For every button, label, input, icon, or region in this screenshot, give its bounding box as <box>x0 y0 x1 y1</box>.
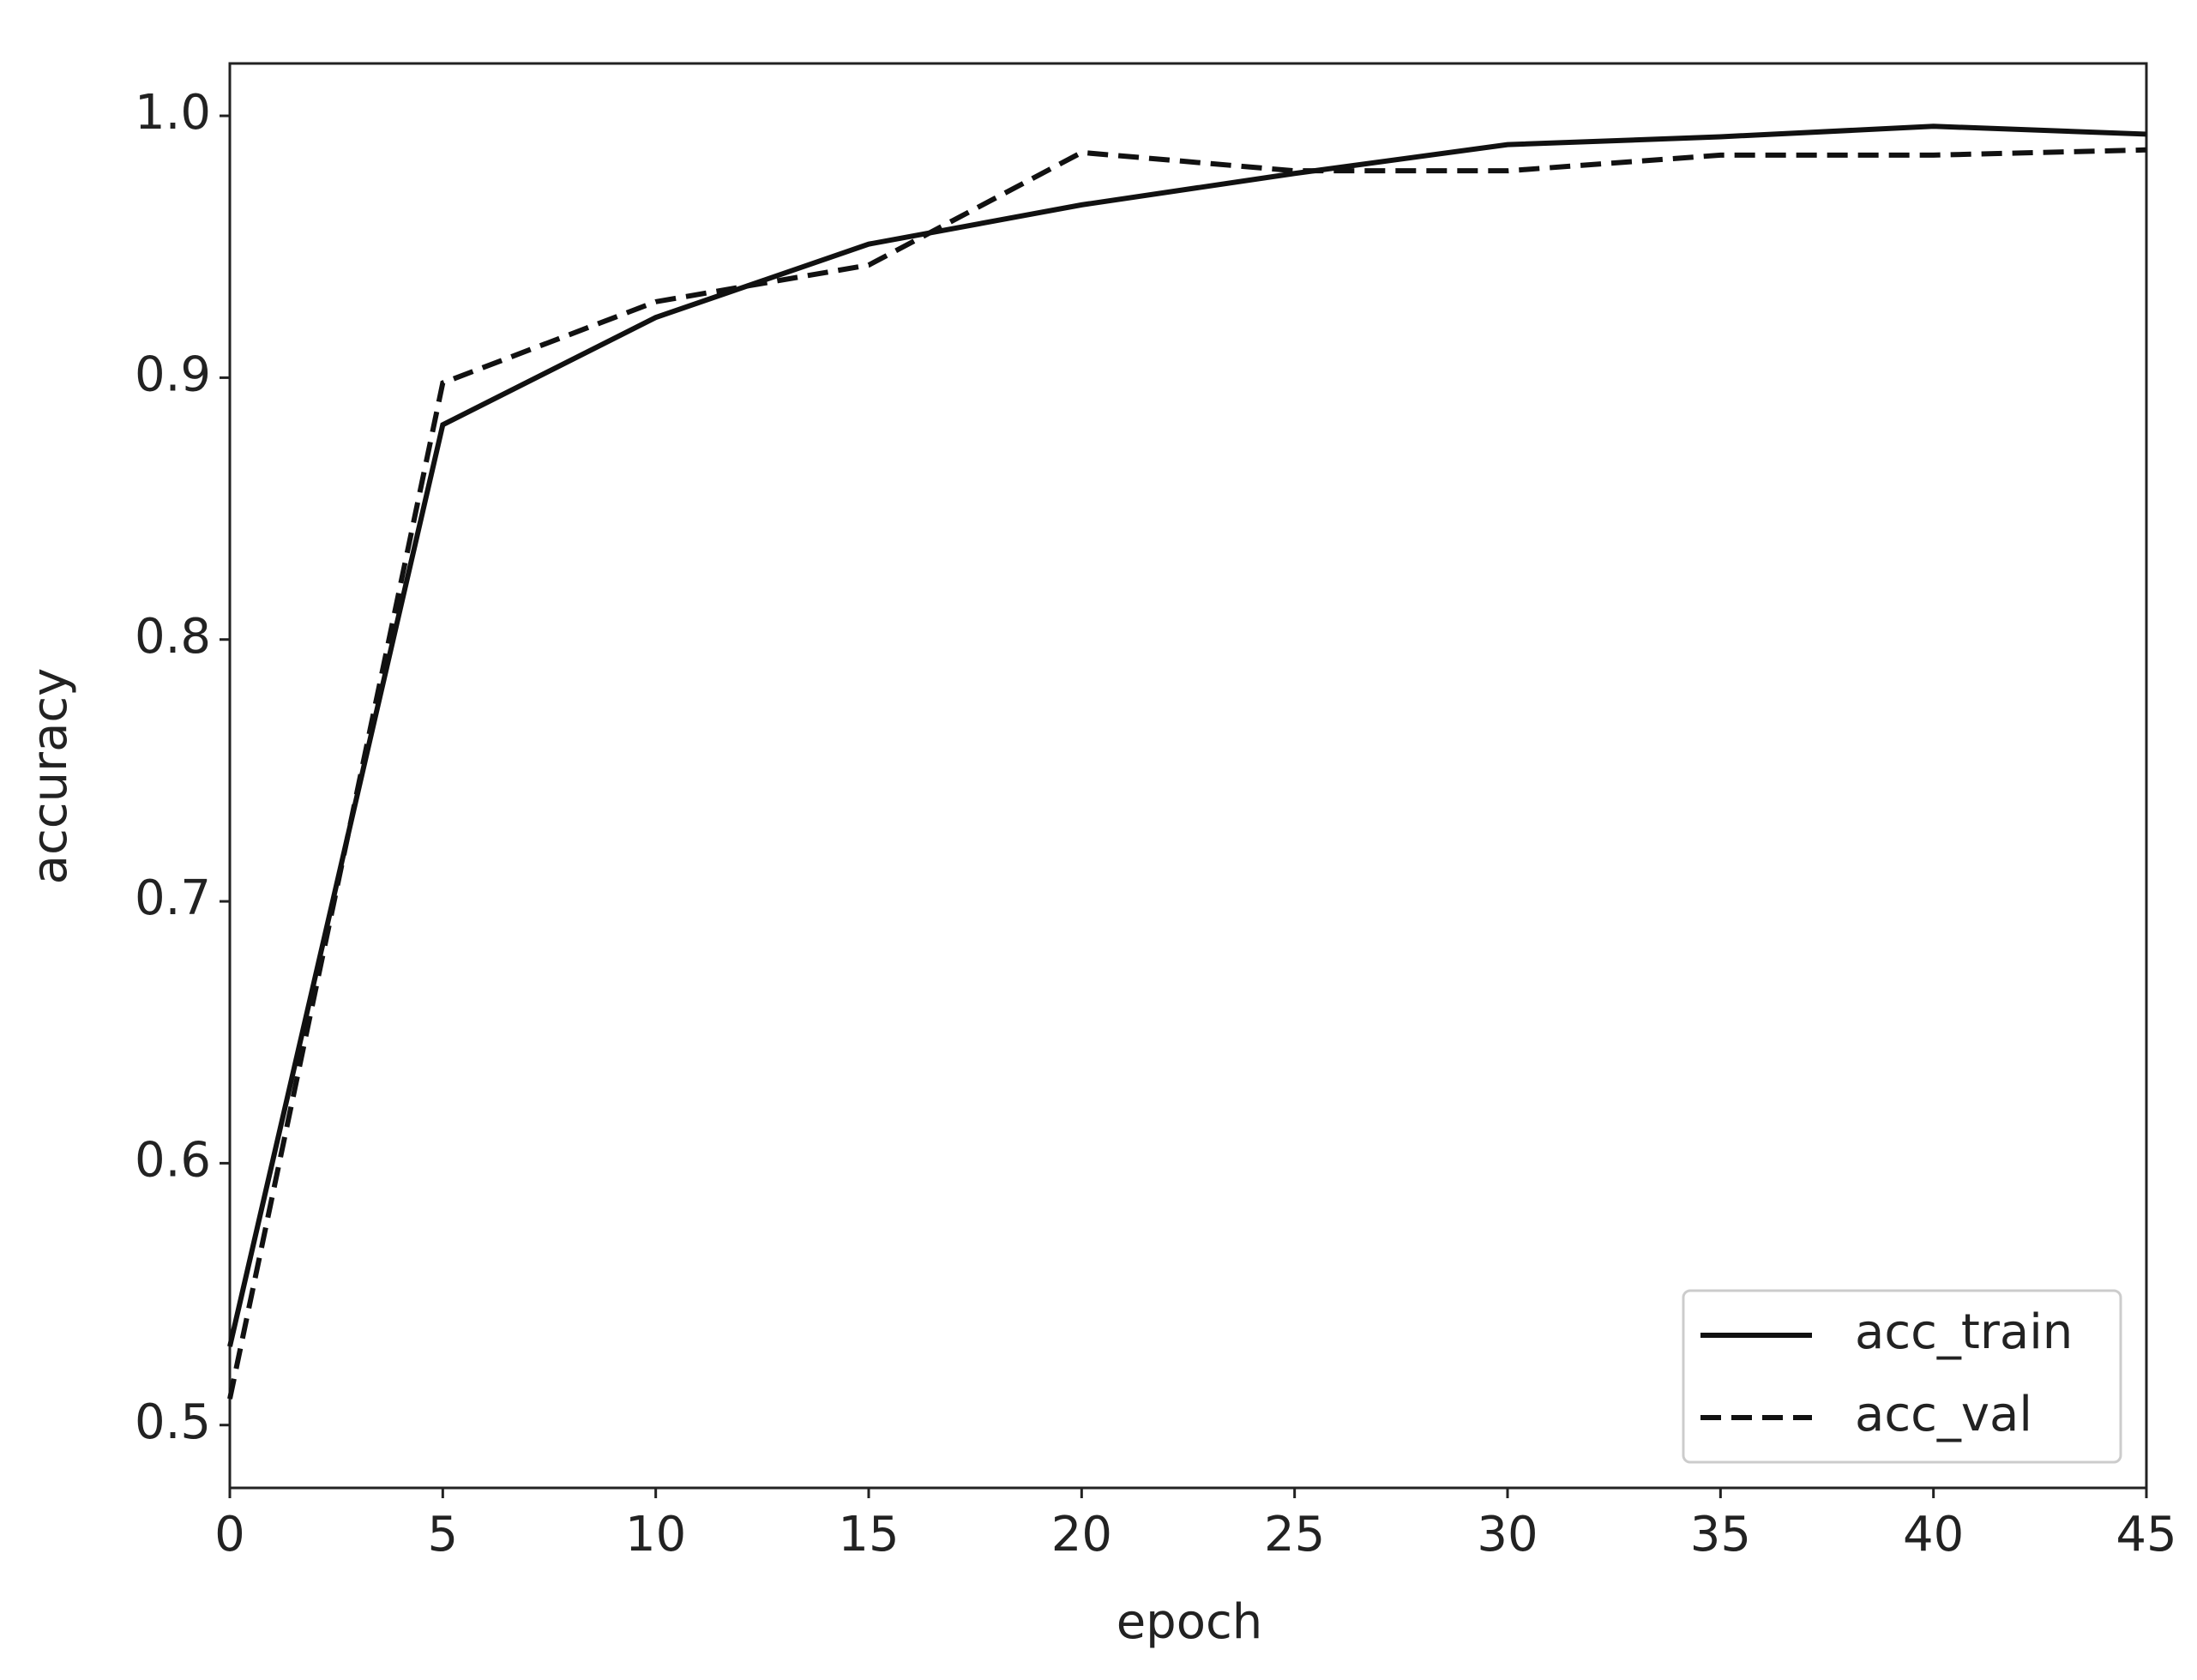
x-tick-label: 30 <box>1477 1507 1538 1563</box>
series-line <box>227 123 2147 1347</box>
plot-frame <box>228 62 2148 1490</box>
x-axis-label: epoch <box>1117 1594 1263 1650</box>
x-tick-label: 45 <box>2116 1507 2176 1563</box>
x-tick-label: 5 <box>428 1507 459 1563</box>
y-tick-label: 0.9 <box>135 347 211 403</box>
y-tick-label: 0.8 <box>135 609 211 665</box>
y-tick-label: 0.6 <box>135 1133 211 1189</box>
y-tick-label: 1.0 <box>135 85 211 141</box>
x-tick-label: 10 <box>625 1507 686 1563</box>
x-tick-label: 40 <box>1903 1507 1964 1563</box>
series-line <box>227 147 2147 1400</box>
legend-label: acc_val <box>1855 1387 2032 1442</box>
x-tick-label: 35 <box>1690 1507 1751 1563</box>
legend-label: acc_train <box>1855 1304 2073 1360</box>
y-tick-label: 0.5 <box>135 1394 211 1450</box>
x-tick-label: 25 <box>1264 1507 1325 1563</box>
x-tick-label: 0 <box>214 1507 245 1563</box>
x-tick-label: 20 <box>1051 1507 1112 1563</box>
x-tick-label: 15 <box>838 1507 899 1563</box>
y-tick-label: 0.7 <box>135 870 211 926</box>
y-axis-label: accuracy <box>22 668 78 885</box>
